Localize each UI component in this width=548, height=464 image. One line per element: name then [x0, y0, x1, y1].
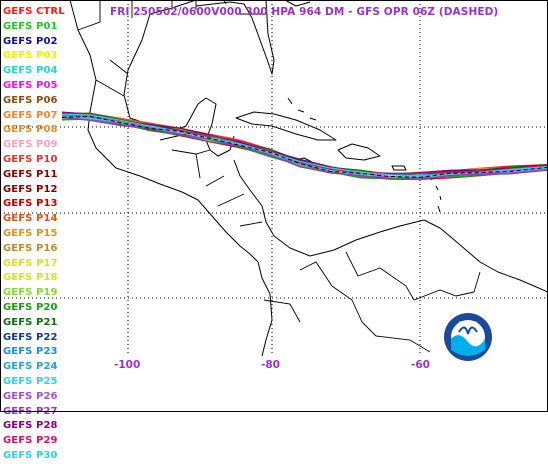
legend-item: GEFS P15	[3, 227, 58, 239]
coastlines	[69, 0, 548, 357]
legend-item: GEFS P29	[3, 435, 58, 447]
legend-item: GEFS P26	[3, 390, 58, 402]
border	[77, 0, 101, 31]
gfs-operational-trajectory	[61, 115, 548, 178]
legend-item: GEFS P28	[3, 420, 58, 432]
legend-item: GEFS P06	[3, 94, 58, 106]
border	[473, 271, 481, 293]
longitude-label: -100	[114, 359, 141, 371]
legend-item: GEFS P02	[3, 35, 58, 47]
border	[217, 193, 245, 207]
legend-item: GEFS P18	[3, 272, 58, 284]
legend-item: GEFS P30	[3, 449, 58, 461]
longitude-label: -60	[411, 359, 430, 371]
ensemble-trajectory-line	[61, 117, 548, 181]
ensemble-trajectories	[61, 111, 548, 181]
east-coastline	[284, 0, 311, 7]
legend-item: GEFS P12	[3, 183, 58, 195]
border	[223, 0, 227, 5]
legend-item: GEFS P20	[3, 301, 58, 313]
hispaniola-coastline	[337, 143, 381, 161]
lesser-antilles	[429, 175, 442, 213]
ensemble-trajectory-line	[61, 113, 548, 177]
legend-item: GEFS P16	[3, 242, 58, 254]
border	[195, 153, 201, 179]
legend-item: GEFS P14	[3, 213, 58, 225]
legend-item: GEFS P23	[3, 346, 58, 358]
border	[299, 261, 377, 337]
borders	[77, 0, 481, 353]
border	[205, 175, 225, 187]
border	[375, 335, 431, 353]
legend-item: GEFS P09	[3, 139, 58, 151]
legend-item: GEFS P24	[3, 361, 58, 373]
puerto-rico-coastline	[391, 165, 407, 171]
pacific-coastline	[69, 0, 259, 263]
cuba-coastline	[235, 111, 337, 141]
border	[171, 149, 211, 155]
legend-item: GEFS CTRL	[3, 6, 65, 17]
ensemble-trajectory-line	[61, 111, 548, 175]
legend-item: GEFS P17	[3, 257, 58, 269]
gulf-coastline	[123, 13, 235, 157]
graticule	[0, 0, 548, 356]
legend-item: GEFS P19	[3, 287, 58, 299]
border	[95, 79, 125, 97]
border	[413, 289, 475, 301]
noaa-logo: NOAA	[444, 313, 492, 361]
bahamas	[287, 97, 317, 121]
south-america-coastline	[257, 261, 273, 357]
noaa-logo-text: NOAA	[458, 321, 478, 328]
legend-item: GEFS P21	[3, 316, 58, 328]
ensemble-legend: GEFS CTRL GEFS P01 GEFS P02 GEFS P03 GEFS P0…	[3, 5, 65, 464]
legend-item: GEFS P04	[3, 65, 58, 77]
caribbean-coastline	[233, 159, 425, 257]
south-america-north-coast	[423, 219, 548, 293]
border	[239, 221, 263, 227]
longitude-label: -80	[261, 359, 280, 371]
legend-item: GEFS P07	[3, 109, 58, 121]
florida-coastline	[195, 0, 275, 75]
legend-item: GEFS P03	[3, 50, 58, 62]
border	[109, 59, 129, 75]
map-title: FRI 250502/0600V000 300 HPA 964 DM - GFS…	[110, 6, 499, 18]
border	[345, 251, 415, 301]
legend-item: GEFS P08	[3, 124, 58, 136]
legend-item: GEFS P25	[3, 375, 58, 387]
legend-item: GEFS P05	[3, 79, 58, 91]
border	[263, 299, 301, 323]
legend-item: GEFS P22	[3, 331, 58, 343]
legend-item: GEFS P13	[3, 198, 58, 210]
legend-item: GEFS P10	[3, 153, 58, 165]
basemap	[0, 0, 548, 357]
legend-item: GEFS P11	[3, 168, 58, 180]
legend-item: GEFS P01	[3, 20, 58, 32]
